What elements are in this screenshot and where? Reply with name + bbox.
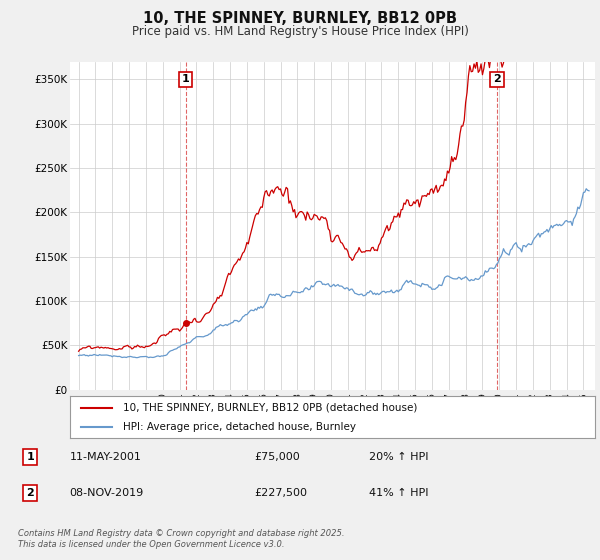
Text: 1: 1 [26, 452, 34, 462]
Text: £75,000: £75,000 [254, 452, 299, 462]
Text: 41% ↑ HPI: 41% ↑ HPI [369, 488, 428, 498]
Text: 10, THE SPINNEY, BURNLEY, BB12 0PB (detached house): 10, THE SPINNEY, BURNLEY, BB12 0PB (deta… [123, 403, 417, 413]
Text: 10, THE SPINNEY, BURNLEY, BB12 0PB: 10, THE SPINNEY, BURNLEY, BB12 0PB [143, 11, 457, 26]
Text: HPI: Average price, detached house, Burnley: HPI: Average price, detached house, Burn… [123, 422, 356, 432]
Text: 08-NOV-2019: 08-NOV-2019 [70, 488, 144, 498]
Text: 1: 1 [182, 74, 190, 85]
Text: 2: 2 [26, 488, 34, 498]
Text: 20% ↑ HPI: 20% ↑ HPI [369, 452, 428, 462]
Text: 11-MAY-2001: 11-MAY-2001 [70, 452, 142, 462]
Text: 2: 2 [493, 74, 501, 85]
Text: Contains HM Land Registry data © Crown copyright and database right 2025.
This d: Contains HM Land Registry data © Crown c… [18, 529, 344, 549]
Text: £227,500: £227,500 [254, 488, 307, 498]
Text: Price paid vs. HM Land Registry's House Price Index (HPI): Price paid vs. HM Land Registry's House … [131, 25, 469, 38]
